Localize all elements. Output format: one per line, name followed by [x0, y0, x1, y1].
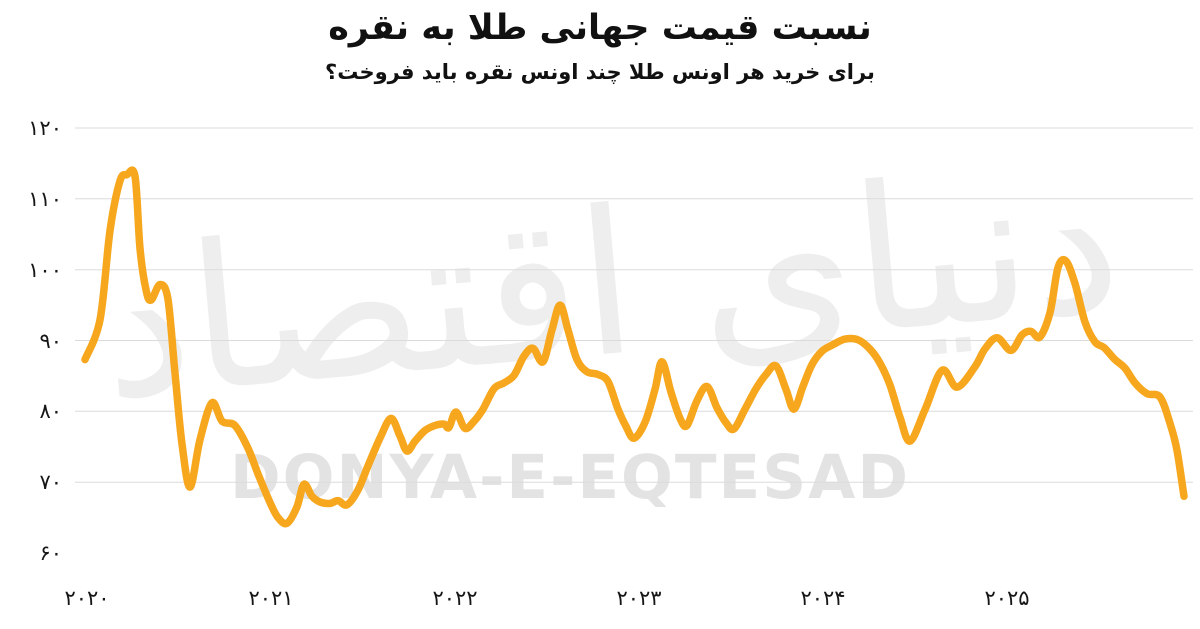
x-tick-label-2024: ۲۰۲۴ — [800, 586, 846, 610]
chart-subtitle: برای خرید هر اونس طلا چند اونس نقره باید… — [325, 60, 875, 84]
y-tick-label-120: ۱۲۰ — [28, 116, 62, 140]
y-tick-label-90: ۹۰ — [39, 328, 62, 353]
x-tick-label-2025: ۲۰۲۵ — [984, 586, 1030, 610]
gold-silver-ratio-line — [81, 166, 1188, 528]
y-tick-label-70: ۷۰ — [39, 470, 62, 495]
y-tick-label-60: ۶۰ — [39, 541, 62, 565]
x-tick-label-2023: ۲۰۲۳ — [616, 586, 662, 610]
y-tick-label-100: ۱۰۰ — [28, 257, 62, 282]
y-tick-label-80: ۸۰ — [39, 399, 62, 424]
y-tick-label-110: ۱۱۰ — [28, 186, 62, 211]
x-tick-label-2022: ۲۰۲۲ — [432, 586, 478, 610]
gridlines — [75, 127, 1193, 483]
x-tick-label-2020: ۲۰۲۰ — [64, 586, 110, 610]
chart-title: نسبت قیمت جهانی طلا به نقره — [328, 8, 872, 48]
x-tick-label-2021: ۲۰۲۱ — [248, 586, 294, 610]
